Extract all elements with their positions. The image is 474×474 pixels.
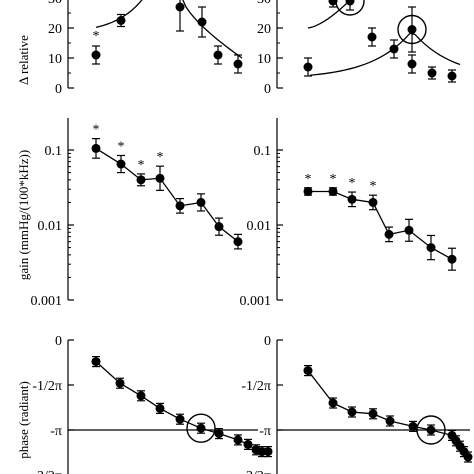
mid-L-star: * [118,139,125,154]
bot-R-point [347,407,357,417]
bot-R-point [303,366,313,376]
labels-layer: Δ relative gain (mmHg/(100*kHz)) phase (… [16,35,31,459]
top-right-point [427,68,437,78]
bot-R-point [368,409,378,419]
mid-R-tick-label: 0.001 [240,294,272,309]
bot-L-point [233,435,243,445]
bot-R-tick-label: -1/2π [241,379,271,394]
top-R-tick-label: 10 [257,52,271,67]
mid-L-star: * [138,158,145,173]
mid-R-point [303,186,313,196]
marks-layer: * * * * * * * * * * [91,0,473,463]
top-right-point [407,59,417,69]
top-R-tick-label: 0 [264,82,271,97]
mid-R-point [404,225,414,235]
axes-layer: 0 10 20 30 0 10 20 30 0.1 0.01 0.001 0.1 0.01 0.001 0 -… [31,0,470,474]
mid-R-tick-label: 0.1 [254,144,272,159]
bot-L-tick-label: -π [50,424,62,439]
top-right-highlight-circle [397,14,427,45]
mid-L-point [196,197,206,207]
bot-L-point [91,357,101,367]
ylabel-top: Δ relative [16,35,31,85]
bot-R-point [385,416,395,426]
top-left-fit-curve [95,0,143,29]
top-left-fit-curve [182,0,243,59]
top-left-point [116,16,126,25]
bot-L-point [136,391,146,401]
bot-L-point [243,439,253,449]
mid-L-point [175,201,185,211]
bot-L-tick-label: -3/2π [32,469,62,474]
mid-R-point [328,186,338,196]
mid-R-star: * [305,172,312,187]
mid-R-point [347,194,357,204]
bot-L-point [115,378,125,388]
mid-R-point [384,229,394,239]
mid-L-point [233,237,243,247]
top-right-point [407,25,417,34]
top-L-tick-label: 10 [48,52,62,67]
top-left-point [175,2,185,12]
top-right-point [303,62,313,72]
top-right-fit-curve [307,0,351,29]
mid-R-point [368,197,378,207]
top-R-tick-label: 30 [257,0,271,7]
top-left-point [233,59,243,69]
mid-L-tick-label: 0.001 [31,294,63,309]
mid-R-tick-label: 0.01 [247,219,272,234]
top-R-tick-label: 20 [257,22,271,37]
top-L-tick-label: 30 [48,0,62,7]
bot-L-tick-label: 0 [55,334,62,349]
bot-R-point [328,398,338,408]
top-right-point [367,32,377,42]
bot-L-point [196,423,206,433]
bot-L-point [175,414,185,424]
top-L-tick-label: 20 [48,22,62,37]
bot-L-point [214,429,224,439]
mid-L-tick-label: 0.1 [45,144,63,159]
bot-R-point [463,452,473,462]
bot-L-line [95,361,268,453]
mid-L-star: * [93,123,100,138]
bot-L-highlight-circle [186,413,216,443]
top-L-tick-label: 0 [55,82,62,97]
bot-L-tick-label: -1/2π [32,379,62,394]
bot-R-tick-label: 0 [264,334,271,349]
bot-R-point [408,421,418,431]
bot-R-tick-label: -3/2π [241,469,271,474]
ylabel-middle: gain (mmHg/(100*kHz)) [16,150,31,280]
top-left-point [91,50,101,60]
mid-R-star: * [349,176,356,191]
mid-L-point [136,175,146,185]
mid-L-star: * [157,150,164,165]
mid-R-point [426,243,436,253]
top-right-highlight-circle [335,0,365,16]
bot-L-point [155,403,165,413]
bot-R-point [426,425,436,435]
bot-R-line [307,370,469,458]
bot-R-highlight-circle [416,415,446,445]
mid-L-tick-label: 0.01 [38,219,63,234]
top-left-point [213,50,223,60]
top-left-star: * [93,29,100,44]
top-right-point [328,0,338,6]
top-right-fit-curve [309,32,461,76]
mid-L-point [91,143,101,153]
mid-L-point [155,173,165,183]
ylabel-bottom: phase (radiant) [16,381,31,459]
mid-L-point [214,222,224,232]
mid-R-point [447,254,457,264]
mid-L-point [116,159,126,169]
mid-R-star: * [330,172,337,187]
bot-R-tick-label: -π [259,424,271,439]
mid-R-star: * [370,179,377,194]
bot-L-point [263,447,273,457]
top-right-point [447,71,457,81]
top-left-star: * [199,0,206,5]
